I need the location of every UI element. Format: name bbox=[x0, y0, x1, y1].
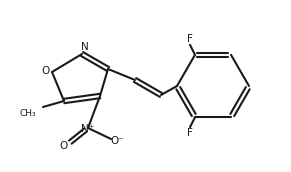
Text: O: O bbox=[60, 141, 68, 151]
Text: CH₃: CH₃ bbox=[19, 109, 36, 117]
Text: F: F bbox=[187, 34, 193, 44]
Text: N⁺: N⁺ bbox=[81, 124, 95, 134]
Text: N: N bbox=[81, 42, 89, 52]
Text: F: F bbox=[187, 128, 193, 138]
Text: O: O bbox=[41, 66, 49, 76]
Text: O⁻: O⁻ bbox=[110, 136, 124, 146]
